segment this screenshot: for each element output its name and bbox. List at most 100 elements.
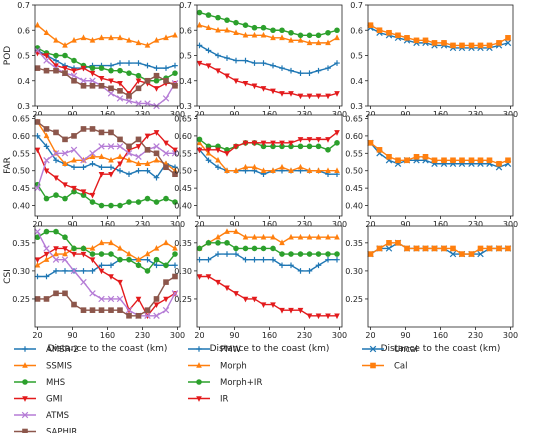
data-point — [89, 307, 96, 313]
data-point — [162, 306, 170, 314]
data-point — [43, 273, 50, 280]
y-tick-label: 0.60 — [174, 132, 192, 141]
data-point — [459, 42, 465, 49]
data-point — [325, 93, 331, 100]
data-point — [196, 147, 203, 154]
series-line — [199, 275, 337, 317]
data-point — [43, 126, 50, 132]
data-point — [53, 36, 59, 43]
data-point — [71, 185, 77, 192]
data-point — [270, 256, 276, 263]
data-point — [153, 296, 160, 302]
y-tick-label: 0.65 — [12, 114, 30, 123]
data-point — [62, 250, 68, 257]
legend-marker — [370, 362, 376, 369]
data-point — [224, 17, 230, 23]
data-point — [172, 70, 178, 76]
data-point — [441, 40, 447, 46]
data-point — [386, 29, 392, 36]
legend-1: AMSR-2 SSMIS MHS GMI ATMS SAPHIR — [14, 345, 79, 433]
data-point — [306, 93, 313, 100]
series-line — [36, 145, 175, 189]
series-line — [36, 49, 176, 107]
data-point — [496, 245, 502, 252]
data-point — [242, 81, 249, 87]
data-point — [306, 32, 313, 39]
data-point — [279, 34, 285, 41]
data-point — [270, 233, 276, 240]
data-point — [413, 37, 420, 44]
data-point — [205, 157, 212, 164]
data-point — [376, 245, 383, 252]
data-point — [153, 130, 160, 136]
data-point — [117, 60, 123, 66]
y-tick-label: 0.65 — [174, 114, 192, 123]
data-point — [233, 144, 239, 150]
data-point — [224, 73, 230, 80]
data-point — [376, 27, 383, 34]
series-line — [37, 247, 176, 318]
data-point — [172, 262, 178, 269]
y-tick-label: 0.35 — [174, 239, 192, 248]
data-point — [431, 40, 438, 46]
panel-csi1: 0.25 0.30 0.35 20 90 160 230 300 CSI Distance to … — [3, 225, 185, 354]
data-point — [62, 136, 68, 143]
data-point — [53, 268, 59, 274]
series-line — [37, 52, 175, 95]
data-point — [334, 251, 340, 257]
data-point — [34, 234, 41, 241]
x-tick-label: 160 — [262, 220, 277, 229]
data-point — [315, 67, 322, 74]
x-tick-label: 90 — [400, 110, 410, 119]
data-point — [71, 245, 77, 252]
data-point — [260, 245, 267, 252]
data-point — [107, 295, 115, 303]
x-axis-label: Distance to the coast (km) — [381, 344, 501, 354]
data-point — [260, 31, 267, 38]
data-point — [233, 19, 239, 26]
data-point — [505, 157, 511, 164]
data-point — [233, 251, 239, 257]
data-point — [52, 150, 60, 157]
data-point — [325, 251, 331, 257]
data-point — [71, 133, 77, 139]
data-point — [144, 256, 151, 263]
data-point — [172, 62, 178, 69]
series-ir — [196, 130, 340, 157]
legend-marker — [196, 362, 202, 368]
data-point — [117, 307, 123, 313]
y-tick-label: 0.4 — [17, 77, 30, 86]
data-point — [297, 268, 304, 274]
data-point — [422, 153, 429, 160]
data-point — [153, 199, 160, 205]
series-cal — [367, 140, 511, 167]
data-point — [62, 52, 68, 59]
y-tick-label: 0.40 — [345, 202, 363, 211]
data-point — [98, 65, 105, 71]
data-point — [80, 65, 87, 72]
y-tick-label: 0.30 — [174, 267, 192, 276]
data-point — [135, 60, 142, 66]
data-point — [144, 77, 151, 84]
x-tick-label: 160 — [433, 220, 448, 229]
axes-frame — [196, 225, 343, 328]
data-point — [325, 167, 331, 173]
data-point — [288, 29, 294, 36]
data-point — [306, 143, 313, 150]
data-point — [270, 302, 276, 308]
data-point — [62, 160, 68, 166]
data-point — [98, 143, 105, 150]
y-tick-label: 0.6 — [17, 26, 30, 35]
data-point — [413, 153, 420, 160]
data-point — [205, 63, 212, 69]
data-point — [306, 167, 313, 173]
data-point — [108, 164, 114, 171]
series-cal — [367, 240, 511, 257]
panel-pod2: 0.3 0.4 0.5 0.6 0.7 20 90 160 230 300 — [179, 1, 347, 119]
data-point — [126, 93, 132, 99]
data-point — [315, 32, 322, 39]
data-point — [153, 86, 160, 92]
data-point — [297, 137, 304, 143]
legend-marker — [22, 379, 28, 385]
